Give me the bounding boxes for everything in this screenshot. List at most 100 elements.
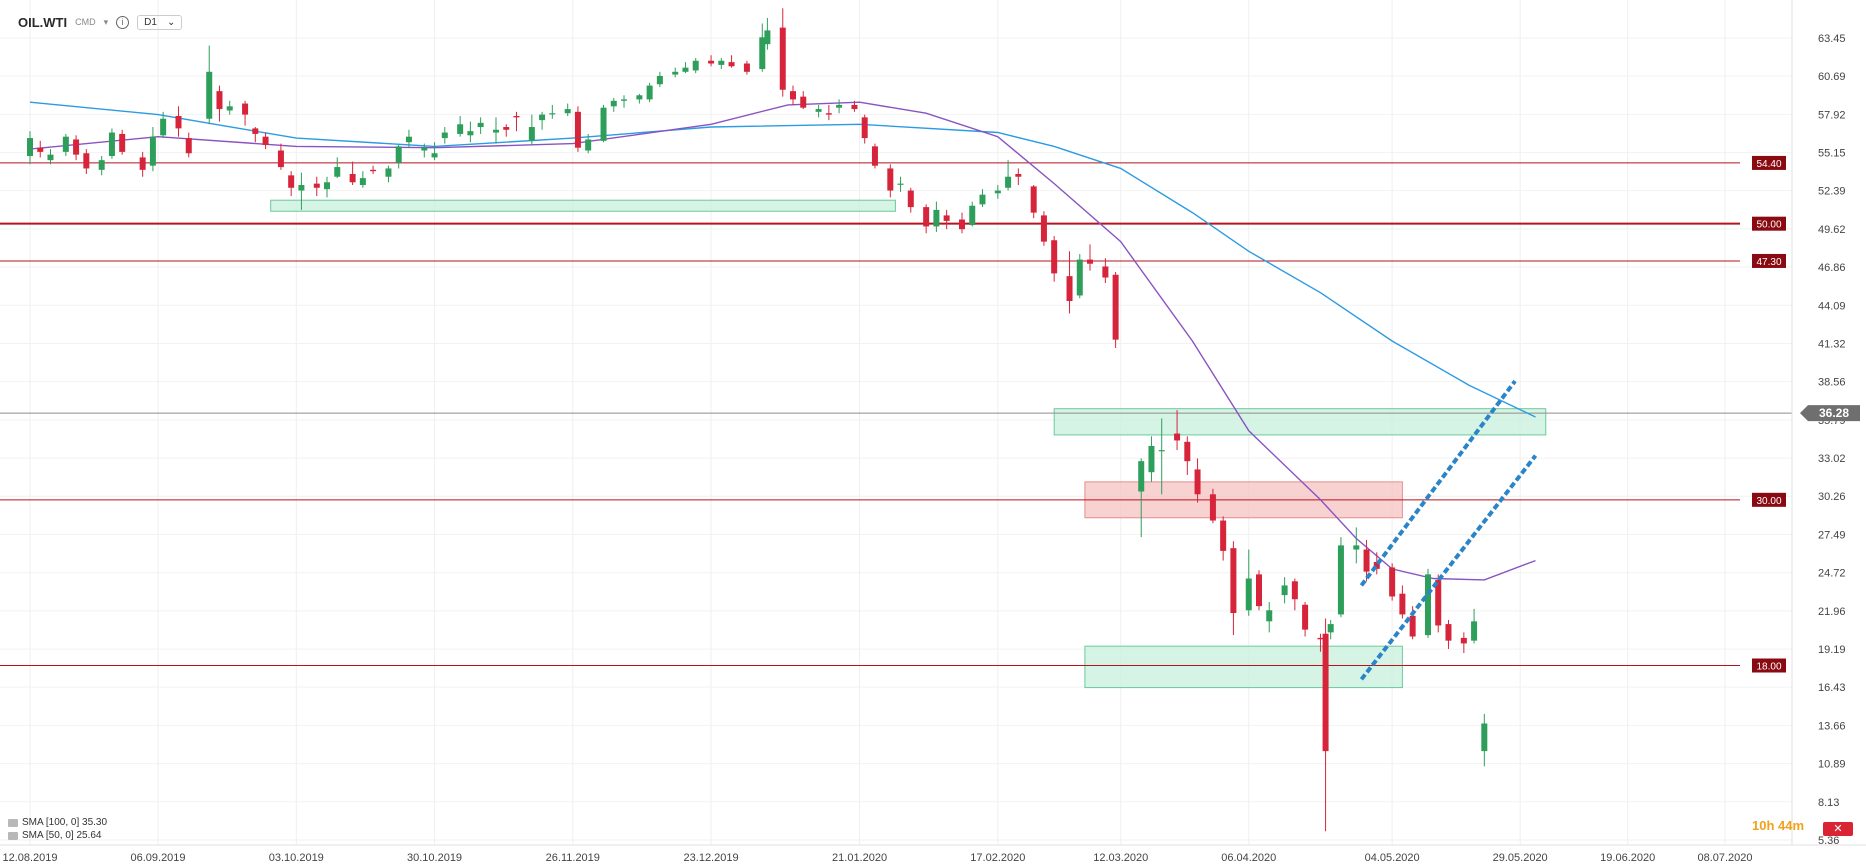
date-tick-label: 19.06.2020 [1600, 852, 1655, 864]
legend-item-sma100[interactable]: SMA [100, 0] 35.30 [8, 816, 107, 829]
price-tick-label: 19.19 [1818, 644, 1846, 656]
price-tick-label: 24.72 [1818, 568, 1846, 580]
candle [1266, 601, 1273, 633]
legend-item-sma50[interactable]: SMA [50, 0] 25.64 [8, 829, 107, 842]
candle [1322, 618, 1329, 832]
candle [457, 115, 464, 137]
chevron-down-icon[interactable]: ▾ [103, 16, 109, 27]
candle [718, 57, 725, 70]
candle [1230, 541, 1237, 636]
candle [979, 189, 986, 208]
symbol-label[interactable]: OIL.WTI [18, 14, 68, 30]
green-zone [270, 199, 896, 212]
candle [37, 140, 44, 158]
candle [1291, 578, 1298, 611]
candle [1138, 458, 1145, 538]
candle [1102, 258, 1109, 284]
level-tag-label: 54.40 [1756, 159, 1781, 170]
candle [759, 23, 766, 72]
candle [1194, 458, 1201, 503]
close-button[interactable]: ✕ [1823, 822, 1853, 836]
channel-line [1359, 379, 1517, 587]
candle [1174, 410, 1181, 451]
price-tick-label: 5.36 [1818, 835, 1839, 847]
candle [621, 95, 628, 108]
candle [1245, 549, 1252, 616]
candle [119, 129, 126, 155]
candle [334, 157, 341, 179]
candle [1220, 516, 1227, 561]
candle [528, 114, 535, 145]
level-tags: 54.40 50.00 47.30 30.00 18.00 [1752, 155, 1786, 673]
candle [108, 128, 115, 159]
candle [98, 156, 105, 176]
date-tick-label: 12.03.2020 [1093, 852, 1148, 864]
level-tag [1752, 492, 1786, 507]
candle [252, 127, 259, 143]
candle [385, 165, 392, 183]
candle [1424, 568, 1431, 638]
price-tick-label: 8.13 [1818, 797, 1839, 809]
candle [1051, 236, 1058, 282]
candle [574, 106, 581, 152]
date-tick-label: 23.12.2019 [684, 852, 739, 864]
candle [943, 209, 950, 230]
price-tick-label: 38.56 [1818, 377, 1846, 389]
indicator-icon [8, 818, 18, 827]
date-tick-label: 29.05.2020 [1493, 852, 1548, 864]
candle [764, 17, 771, 50]
candle [871, 143, 878, 169]
candle [646, 82, 653, 103]
candle [441, 127, 448, 144]
market-label: CMD [75, 17, 96, 27]
timeframe-value: D1 [144, 16, 157, 28]
info-icon[interactable]: i [116, 15, 130, 29]
price-tick-label: 41.32 [1818, 339, 1846, 351]
price-tick-label: 30.26 [1818, 491, 1846, 503]
candle [175, 106, 182, 137]
candle [600, 104, 607, 143]
close-icon: ✕ [1833, 823, 1843, 835]
level-tag [1752, 155, 1786, 170]
candle [1317, 633, 1324, 652]
channel-line [1359, 454, 1538, 681]
candle [1471, 608, 1478, 644]
candle [672, 67, 679, 78]
candle [324, 176, 331, 198]
candle [682, 62, 689, 74]
candle [656, 71, 663, 87]
candle [1337, 537, 1344, 618]
timeframe-select[interactable]: D1 ⌄ [137, 14, 183, 30]
countdown-minutes: 44m [1778, 818, 1805, 833]
candle [1148, 436, 1155, 482]
candle [1353, 527, 1360, 564]
price-tick-label: 27.49 [1818, 529, 1846, 541]
indicator-icon [8, 831, 18, 840]
candle-countdown: 10h 44m [1752, 818, 1804, 833]
date-tick-label: 26.11.2019 [546, 852, 600, 864]
candle [1087, 244, 1094, 271]
candle [692, 57, 699, 74]
price-tick-label: 44.09 [1818, 300, 1846, 312]
candle [1005, 160, 1012, 191]
candle [27, 131, 33, 165]
date-tick-label: 04.05.2020 [1365, 852, 1420, 864]
candle [185, 132, 192, 158]
price-tick-label: 60.69 [1818, 71, 1846, 83]
candle [160, 111, 167, 139]
sma-line [29, 101, 1536, 581]
candle [1112, 272, 1119, 348]
price-tick-label: 52.39 [1818, 186, 1846, 198]
candle [1373, 552, 1380, 575]
chart-toolbar: OIL.WTI CMD ▾ i D1 ⌄ [18, 12, 183, 32]
candle [467, 121, 474, 143]
candle [923, 204, 930, 234]
price-axis: 63.45 60.69 57.92 55.15 52.39 49.62 46.86 44.09… [1818, 33, 1846, 847]
price-tick-label: 21.96 [1818, 606, 1846, 618]
candle [836, 99, 843, 114]
candle [206, 45, 213, 125]
level-tag [1752, 216, 1786, 231]
level-tag-label: 47.30 [1756, 257, 1781, 268]
date-tick-label: 06.09.2019 [130, 852, 185, 864]
